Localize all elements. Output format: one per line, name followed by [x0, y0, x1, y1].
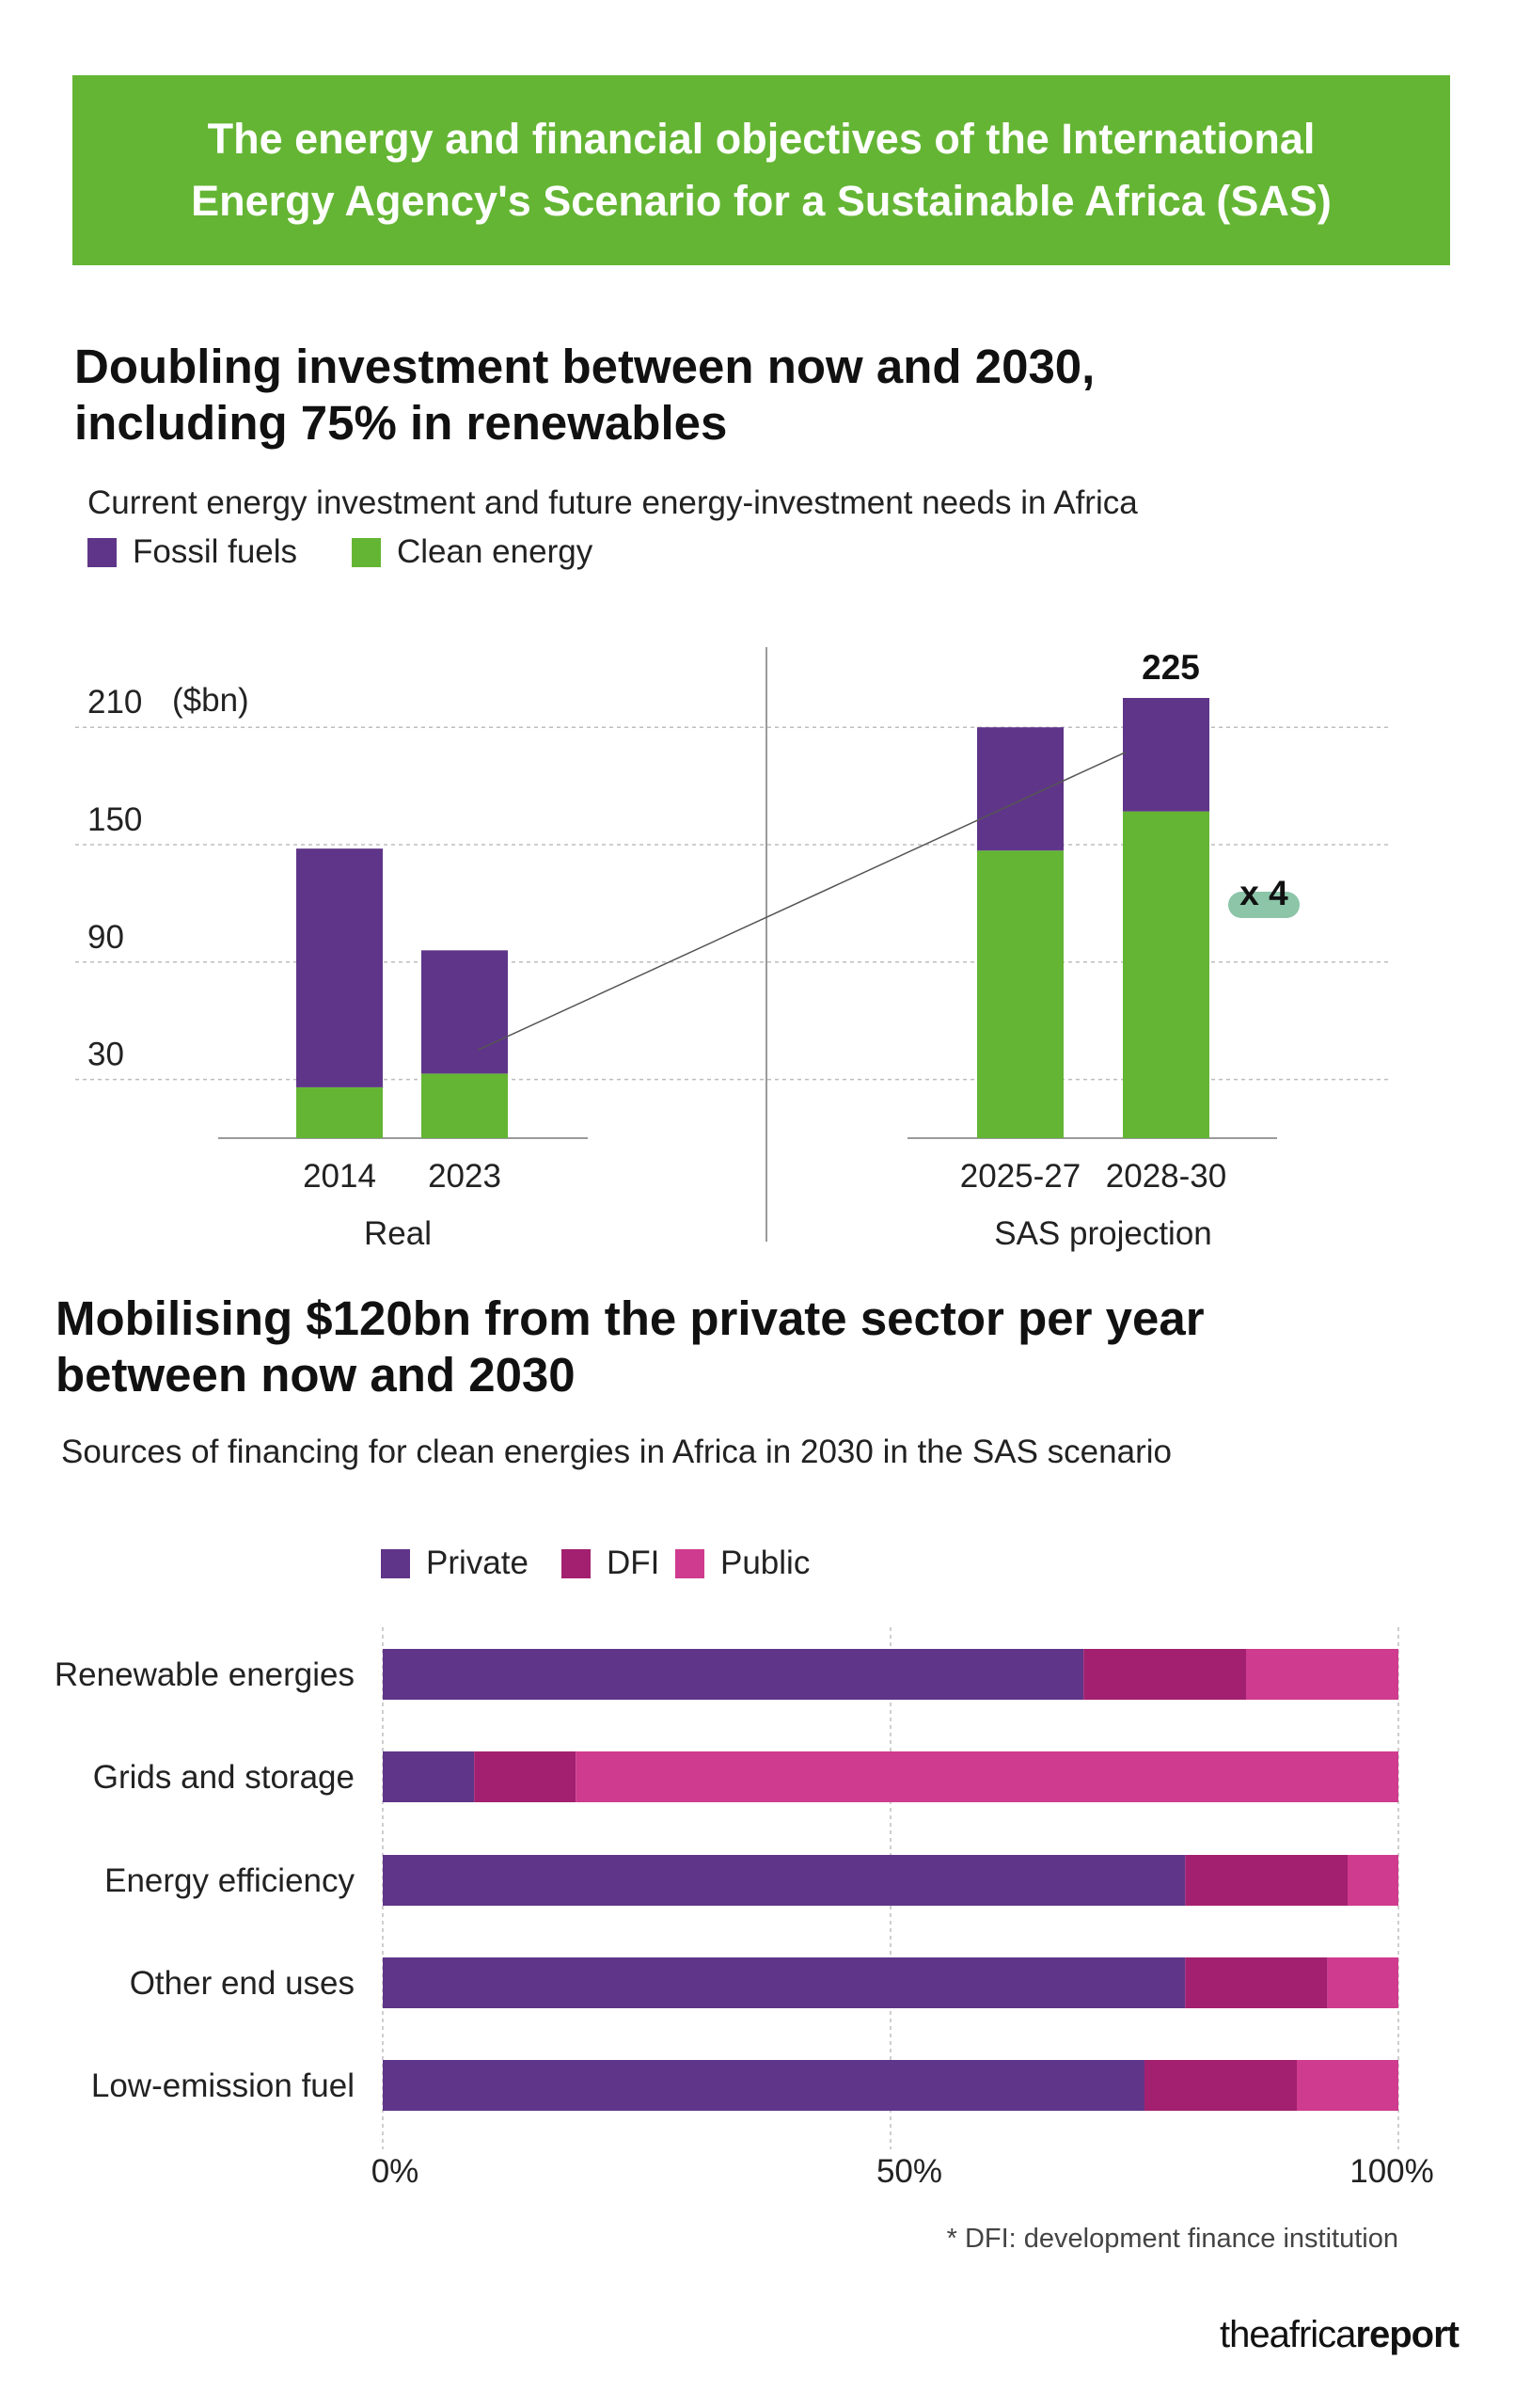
bar-public-other-end-uses	[1327, 1957, 1398, 2008]
chart1-subtitle: Current energy investment and future ene…	[87, 484, 1138, 521]
x-tick-label-100: 100%	[1349, 2153, 1434, 2190]
row-label-low-emission-fuel: Low-emission fuel	[91, 2067, 355, 2104]
bar-public-renewable-energies	[1246, 1649, 1398, 1700]
legend-swatch-clean-energy	[352, 538, 381, 567]
bar-private-renewable-energies	[383, 1649, 1084, 1700]
y-axis-unit-label: ($bn)	[172, 682, 249, 719]
bar-fossil-2025-27	[977, 727, 1064, 851]
bar-private-low-emission-fuel	[383, 2060, 1144, 2111]
bar-dfi-renewable-energies	[1083, 1649, 1246, 1700]
bar-clean-2028-30	[1123, 811, 1209, 1138]
footnote: * DFI: development finance institution	[946, 2224, 1398, 2254]
bar-clean-2014	[296, 1086, 383, 1138]
section1-headline: Doubling investment between now and 2030…	[74, 339, 1095, 452]
section2-headline-line2: between now and 2030	[55, 1348, 576, 1402]
bar-private-energy-efficiency	[383, 1855, 1186, 1906]
group-label-real: Real	[364, 1215, 432, 1252]
section2-headline-line1: Mobilising $120bn from the private secto…	[55, 1291, 1205, 1345]
financing-bar-chart: Renewable energies Grids and storage Energ…	[55, 1627, 1434, 2190]
brand-logo: theafricareport	[1220, 2314, 1460, 2356]
investment-bar-chart: 30 90 150 210 ($bn) 2014 2023 2025-27 2028-30 Rea…	[75, 647, 1392, 1252]
group-label-sas-projection: SAS projection	[994, 1215, 1212, 1252]
legend-label-private: Private	[426, 1545, 529, 1581]
x-tick-label-0: 0%	[371, 2153, 419, 2190]
legend-label-clean-energy: Clean energy	[397, 533, 593, 570]
legend-label-dfi: DFI	[607, 1545, 660, 1581]
bar-fossil-2014	[296, 848, 383, 1087]
legend-swatch-public	[675, 1549, 704, 1578]
row-label-renewable-energies: Renewable energies	[55, 1656, 355, 1693]
y-tick-label-30: 30	[87, 1037, 124, 1073]
x-tick-label-2023: 2023	[428, 1158, 501, 1195]
legend-label-public: Public	[720, 1545, 811, 1581]
row-label-grids-and-storage: Grids and storage	[93, 1759, 355, 1796]
section1-headline-line1: Doubling investment between now and 2030…	[74, 340, 1096, 393]
row-label-other-end-uses: Other end uses	[130, 1965, 355, 2002]
brand-logo-part2: report	[1355, 2314, 1460, 2355]
y-tick-label-210: 210	[87, 684, 142, 721]
bar-public-low-emission-fuel	[1297, 2060, 1398, 2111]
growth-badge-label: x 4	[1239, 874, 1288, 912]
title-banner: The energy and financial objectives of t…	[72, 75, 1450, 265]
bar-dfi-energy-efficiency	[1185, 1855, 1348, 1906]
row-label-energy-efficiency: Energy efficiency	[104, 1862, 355, 1899]
x-tick-label-2014: 2014	[303, 1158, 376, 1195]
bar-fossil-2023	[421, 950, 508, 1074]
legend-label-fossil-fuels: Fossil fuels	[133, 533, 298, 570]
legend-swatch-dfi	[561, 1549, 591, 1578]
brand-logo-part1: theafrica	[1220, 2314, 1356, 2355]
legend-swatch-fossil-fuels	[87, 538, 117, 567]
growth-trend-line	[477, 751, 1127, 1052]
banner-title: The energy and financial objectives of t…	[191, 115, 1332, 225]
bar-dfi-low-emission-fuel	[1144, 2060, 1297, 2111]
bar-dfi-other-end-uses	[1185, 1957, 1328, 2008]
legend-swatch-private	[381, 1549, 410, 1578]
chart2-subtitle: Sources of financing for clean energies …	[61, 1434, 1172, 1470]
x-tick-label-50: 50%	[876, 2153, 942, 2190]
y-tick-label-90: 90	[87, 919, 124, 956]
bar-clean-2025-27	[977, 850, 1064, 1138]
bar-dfi-grids-and-storage	[474, 1751, 576, 1802]
bar-private-grids-and-storage	[383, 1751, 475, 1802]
bar-private-other-end-uses	[383, 1957, 1186, 2008]
y-tick-label-150: 150	[87, 801, 142, 838]
x-tick-label-2025-27: 2025-27	[960, 1158, 1081, 1195]
bar-clean-2023	[421, 1073, 508, 1138]
section1-headline-line2: including 75% in renewables	[74, 396, 728, 450]
bar-public-grids-and-storage	[576, 1751, 1398, 1802]
growth-badge	[1228, 892, 1300, 918]
x-tick-label-2028-30: 2028-30	[1106, 1158, 1226, 1195]
total-label: 225	[1142, 648, 1200, 687]
section2-headline: Mobilising $120bn from the private secto…	[55, 1291, 1205, 1403]
bar-fossil-2028-30	[1123, 698, 1209, 812]
bar-public-energy-efficiency	[1348, 1855, 1398, 1906]
